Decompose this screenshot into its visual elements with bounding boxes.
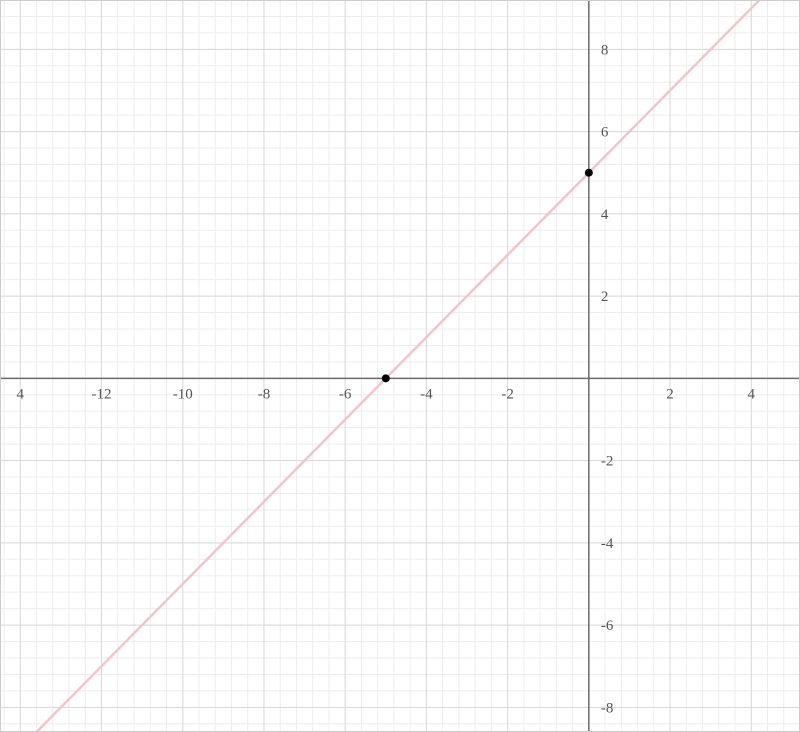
y-tick-label: -6 — [601, 618, 614, 634]
y-tick-label: 2 — [601, 289, 609, 305]
chart-svg: 4 -12 -10 -8 -6 -4 -2 2 4 -8 -6 -4 -2 2 4 6 8 — [0, 0, 800, 732]
x-tick-label: 4 — [748, 386, 756, 402]
y-tick-label: -2 — [601, 454, 614, 470]
data-point — [382, 374, 390, 382]
x-tick-label: 4 — [17, 386, 25, 402]
coordinate-plane-chart: 4 -12 -10 -8 -6 -4 -2 2 4 -8 -6 -4 -2 2 4 6 8 — [0, 0, 800, 732]
x-tick-label: -6 — [339, 386, 352, 402]
x-tick-label: -2 — [501, 386, 514, 402]
y-tick-label: 8 — [601, 42, 609, 58]
y-tick-label: 6 — [601, 125, 609, 141]
x-tick-label: 2 — [666, 386, 674, 402]
y-tick-label: -4 — [601, 536, 614, 552]
x-tick-label: -12 — [92, 386, 112, 402]
y-tick-label: -8 — [601, 700, 614, 716]
y-tick-label: 4 — [601, 207, 609, 223]
x-tick-label: -10 — [173, 386, 193, 402]
x-tick-label: -8 — [258, 386, 271, 402]
data-point — [585, 169, 593, 177]
x-tick-label: -4 — [420, 386, 433, 402]
